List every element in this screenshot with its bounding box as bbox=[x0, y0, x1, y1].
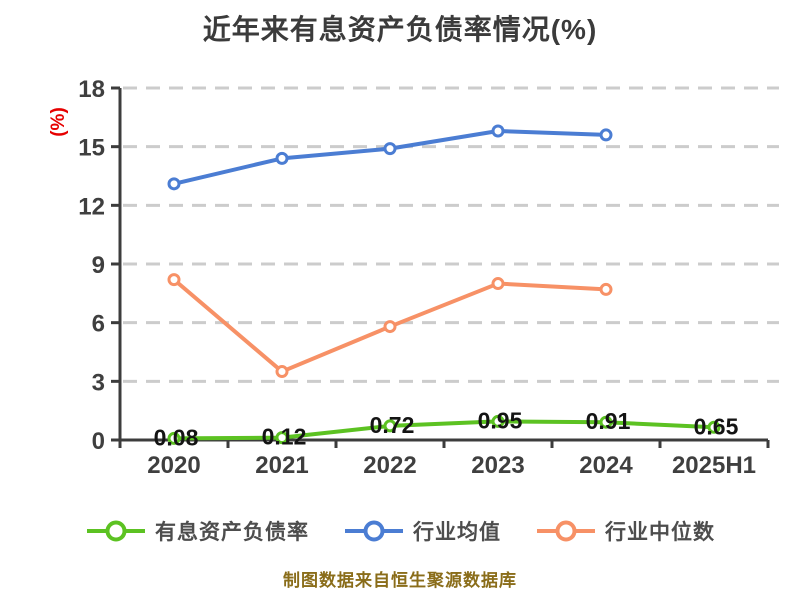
point-value-label: 0.95 bbox=[478, 407, 523, 433]
data-point-行业均值 bbox=[167, 177, 181, 191]
legend-marker-orange bbox=[537, 520, 595, 542]
x-tick-label: 2025H1 bbox=[672, 452, 756, 479]
series-line-行业均值 bbox=[172, 129, 608, 186]
data-point-行业中位数 bbox=[383, 320, 397, 334]
x-tick-label: 2020 bbox=[147, 452, 200, 479]
point-value-label: 0.12 bbox=[262, 424, 307, 450]
data-point-有息资产负债率 bbox=[707, 420, 721, 434]
y-tick-label: 3 bbox=[92, 369, 105, 396]
data-point-有息资产负债率 bbox=[275, 431, 289, 445]
data-point-行业中位数 bbox=[275, 365, 289, 379]
legend-item-interest-debt-ratio: 有息资产负债率 bbox=[85, 513, 309, 549]
legend-marker-green bbox=[87, 520, 145, 542]
x-tick-label: 2023 bbox=[471, 452, 524, 479]
chart-legend: 有息资产负债率 行业均值 行业中位数 bbox=[0, 513, 800, 549]
x-tick-label: 2024 bbox=[579, 452, 633, 479]
data-point-有息资产负债率 bbox=[383, 419, 397, 433]
point-value-label: 0.72 bbox=[370, 412, 415, 438]
y-tick-label: 0 bbox=[92, 428, 105, 455]
point-value-label: 0.08 bbox=[154, 424, 199, 450]
legend-item-industry-median: 行业中位数 bbox=[535, 513, 715, 549]
data-point-行业均值 bbox=[275, 151, 289, 165]
legend-item-industry-mean: 行业均值 bbox=[343, 513, 501, 549]
data-source-note: 制图数据来自恒生聚源数据库 bbox=[283, 571, 517, 590]
data-point-有息资产负债率 bbox=[491, 414, 505, 428]
legend-label: 行业中位数 bbox=[605, 521, 715, 544]
data-point-行业中位数 bbox=[167, 273, 181, 287]
legend-label: 有息资产负债率 bbox=[155, 521, 309, 544]
chart-title: 近年来有息资产负债率情况(%) bbox=[202, 14, 598, 45]
point-value-label: 0.91 bbox=[586, 408, 631, 434]
series-line-有息资产负债率 bbox=[172, 419, 716, 441]
data-point-行业中位数 bbox=[599, 282, 613, 296]
y-tick-label: 6 bbox=[92, 311, 105, 338]
x-tick-label: 2022 bbox=[363, 452, 416, 479]
data-point-有息资产负债率 bbox=[599, 415, 613, 429]
y-tick-label: 18 bbox=[78, 76, 105, 103]
x-tick-label: 2021 bbox=[255, 452, 308, 479]
data-point-行业均值 bbox=[491, 124, 505, 138]
data-point-行业均值 bbox=[599, 128, 613, 142]
legend-marker-blue bbox=[345, 520, 403, 542]
data-point-有息资产负债率 bbox=[167, 431, 181, 445]
y-tick-label: 9 bbox=[92, 252, 105, 279]
y-axis-unit-label: (%) bbox=[48, 107, 69, 137]
data-point-行业均值 bbox=[383, 142, 397, 156]
data-point-行业中位数 bbox=[491, 277, 505, 291]
y-tick-label: 12 bbox=[78, 193, 105, 220]
y-tick-label: 15 bbox=[78, 135, 105, 162]
point-value-label: 0.65 bbox=[694, 413, 739, 439]
legend-label: 行业均值 bbox=[413, 521, 501, 544]
